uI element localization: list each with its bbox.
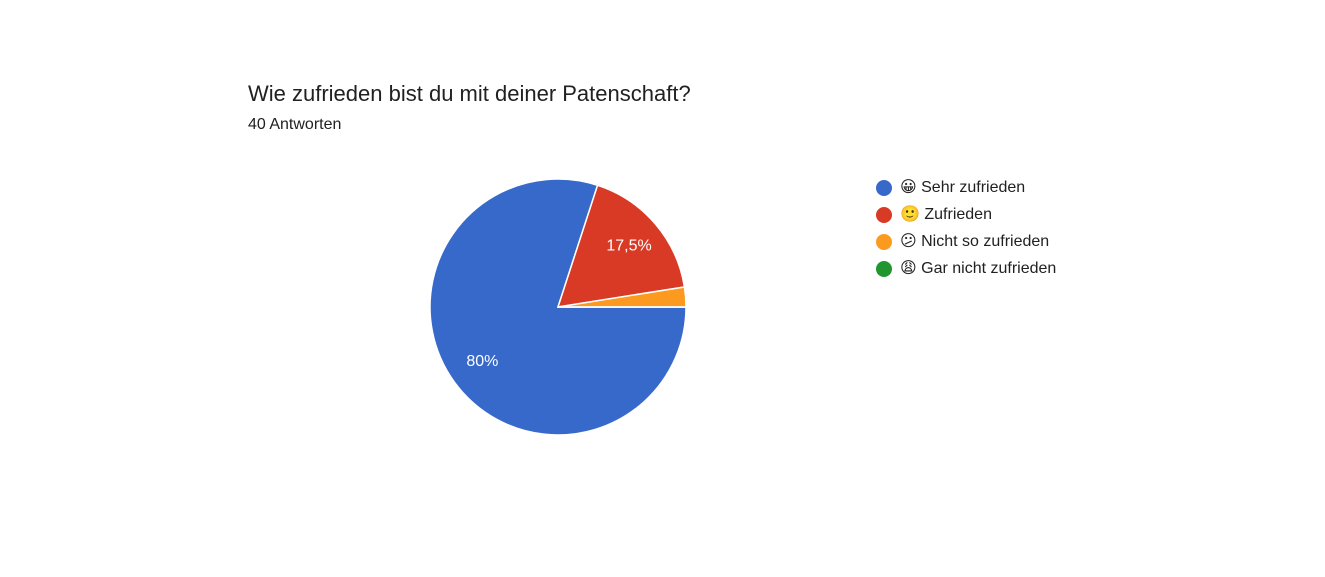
- chart-subtitle: 40 Antworten: [248, 116, 341, 133]
- legend-marker: [876, 234, 892, 250]
- legend-label: 🙂 Zufrieden: [900, 205, 992, 223]
- legend-label: 😕 Nicht so zufrieden: [900, 233, 1049, 250]
- legend-marker: [876, 207, 892, 223]
- pie-slice: [556, 184, 686, 308]
- legend-label: 😀 Sehr zufrieden: [900, 179, 1025, 196]
- chart-title: Wie zufrieden bist du mit deiner Patensc…: [248, 81, 691, 106]
- data-label: 17,5%: [606, 238, 651, 255]
- legend-marker: [876, 261, 892, 277]
- legend-marker: [876, 180, 892, 196]
- legend-label: 😩 Gar nicht zufrieden: [900, 260, 1056, 277]
- data-label: 80%: [466, 353, 498, 370]
